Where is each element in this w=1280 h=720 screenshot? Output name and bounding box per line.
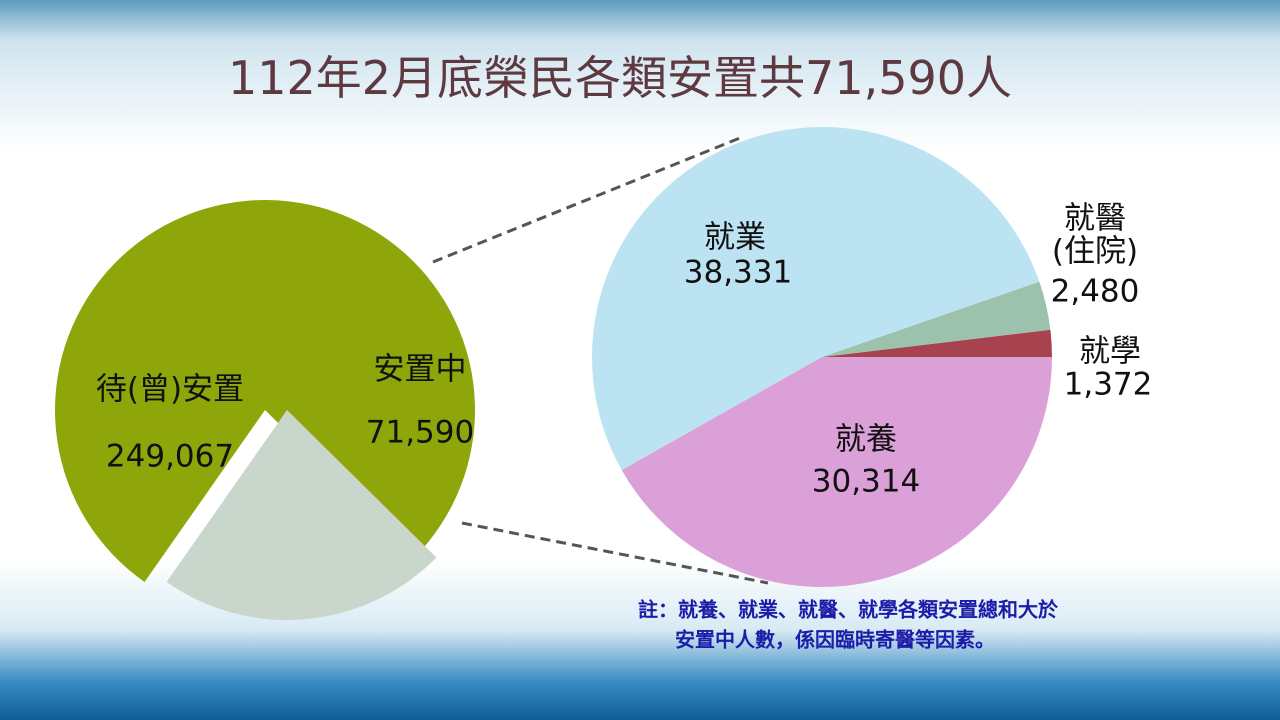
- pie-slice: [621, 357, 1052, 587]
- pie-slice: [822, 281, 1051, 357]
- title: 112年2月底榮民各類安置共71,590人: [227, 51, 1013, 105]
- slice-label: 就醫 (住院): [1051, 200, 1139, 269]
- slice-label: 就業: [704, 219, 766, 256]
- slice-label: 就養: [835, 421, 897, 458]
- slice-label: 安置中: [373, 351, 467, 388]
- value-label: 71,590: [365, 414, 475, 451]
- connector: [432, 136, 741, 264]
- note: 註：就養、就業、就醫、就學各類安置總和大於: [638, 597, 1058, 622]
- slice-label: 待(曾)安置: [95, 371, 245, 408]
- value-label: 30,314: [811, 463, 921, 500]
- pie-slice: [55, 200, 475, 583]
- value-label: 38,331: [683, 254, 793, 291]
- value-label: 1,372: [1063, 366, 1153, 403]
- slice-label: 就學: [1079, 333, 1141, 370]
- pie-slice: [822, 329, 1052, 357]
- connector: [461, 521, 769, 585]
- note: 安置中人數，係因臨時寄醫等因素。: [675, 627, 995, 652]
- value-label: 249,067: [105, 438, 235, 475]
- pie-slice: [166, 410, 437, 621]
- pie-slice: [592, 127, 1040, 471]
- value-label: 2,480: [1050, 273, 1140, 310]
